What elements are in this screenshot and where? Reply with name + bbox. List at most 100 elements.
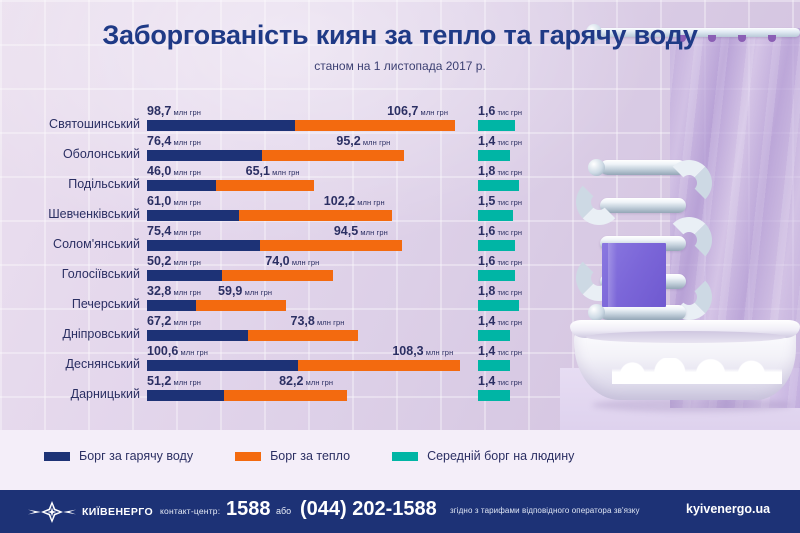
hot-water-debt-segment	[147, 150, 262, 161]
per-capita-unit: тис грн	[495, 198, 522, 207]
hot-water-debt-label: 51,2 млн грн	[147, 374, 201, 388]
per-capita-cell: 1,8 тис грн	[478, 164, 560, 194]
tariff-note: згідно з тарифами відповідного оператора…	[450, 506, 640, 515]
district-label: Подільський	[68, 177, 140, 191]
per-capita-bar	[478, 270, 515, 281]
chart-row: Дарницький 51,2 млн грн 82,2 млн грн 1,4 ти…	[0, 374, 560, 404]
heating-debt-segment	[222, 270, 334, 281]
per-capita-unit: тис грн	[495, 288, 522, 297]
hot-water-debt-segment	[147, 120, 296, 131]
page-subtitle: станом на 1 листопада 2017 р.	[314, 59, 486, 73]
hot-water-debt-label-unit: млн грн	[171, 108, 202, 117]
per-capita-unit: тис грн	[495, 318, 522, 327]
heating-debt-label-unit: млн грн	[269, 168, 300, 177]
hot-water-debt-segment	[147, 300, 197, 311]
heating-debt-label: 102,2 млн грн	[324, 194, 385, 208]
per-capita-label: 1,4 тис грн	[478, 374, 522, 388]
per-capita-cell: 1,4 тис грн	[478, 134, 560, 164]
per-capita-value: 1,8	[478, 164, 496, 178]
bath-foam	[612, 358, 782, 384]
heating-debt-label-value: 73,8	[290, 314, 315, 328]
heating-debt-label-unit: млн грн	[289, 258, 320, 267]
orange-swatch-icon	[235, 451, 262, 461]
heating-debt-label-unit: млн грн	[303, 378, 334, 387]
hot-water-debt-label-value: 61,0	[147, 194, 172, 208]
heating-debt-label-unit: млн грн	[423, 348, 454, 357]
per-capita-bar	[478, 240, 515, 251]
curtain-rod-cap-icon	[586, 24, 602, 41]
heating-debt-segment	[196, 300, 287, 311]
website-link[interactable]: kyivenergo.ua	[686, 502, 771, 516]
hot-water-debt-label-unit: млн грн	[171, 258, 202, 267]
legend-item: Середній борг на людину	[392, 449, 574, 463]
heating-debt-segment	[247, 330, 359, 341]
per-capita-bar	[478, 330, 511, 341]
hot-water-debt-label-value: 75,4	[147, 224, 172, 238]
per-capita-value: 1,4	[478, 134, 496, 148]
chart-row: Дніпровський 67,2 млн грн 73,8 млн грн 1,4 …	[0, 314, 560, 344]
legend-item: Борг за тепло	[235, 449, 350, 463]
per-capita-label: 1,6 тис грн	[478, 104, 522, 118]
hot-water-debt-label-value: 100,6	[147, 344, 179, 358]
kyivenergo-logo[interactable]: КИЇВЕНЕРГО	[26, 501, 153, 523]
per-capita-bar	[478, 180, 520, 191]
full-phone-number[interactable]: (044) 202-1588	[300, 498, 437, 520]
heating-debt-label: 82,2 млн грн	[279, 374, 333, 388]
curtain-ring-icon	[768, 35, 776, 42]
heating-debt-segment	[238, 210, 392, 221]
district-name-cell: Шевченківський	[10, 194, 140, 224]
legend-label: Борг за тепло	[270, 449, 351, 463]
per-capita-cell: 1,6 тис грн	[478, 254, 560, 284]
short-phone-number[interactable]: 1588	[226, 498, 271, 520]
district-label: Святошинський	[49, 117, 140, 131]
stacked-bar	[147, 180, 314, 191]
per-capita-label: 1,4 тис грн	[478, 134, 522, 148]
stacked-bar	[147, 390, 348, 401]
logo-wordmark: КИЇВЕНЕРГО	[82, 506, 154, 518]
district-name-cell: Дарницький	[10, 374, 140, 404]
heating-debt-label-value: 106,7	[387, 104, 419, 118]
hot-water-debt-segment	[147, 240, 261, 251]
per-capita-unit: тис грн	[495, 378, 522, 387]
stacked-bar	[147, 210, 392, 221]
hot-water-debt-segment	[147, 330, 248, 341]
legend-item: Борг за гарячу воду	[44, 449, 193, 463]
per-capita-label: 1,4 тис грн	[478, 344, 522, 358]
heating-debt-segment	[216, 180, 314, 191]
hot-water-debt-segment	[147, 390, 224, 401]
stacked-bar	[147, 120, 456, 131]
bathtub	[570, 320, 800, 415]
hot-water-debt-segment	[147, 270, 223, 281]
per-capita-label: 1,6 тис грн	[478, 254, 522, 268]
district-label: Дніпровський	[62, 327, 140, 341]
heating-debt-segment	[260, 240, 402, 251]
chart-row: Оболонський 76,4 млн грн 95,2 млн грн 1,4 т…	[0, 134, 560, 164]
hot-water-debt-label: 61,0 млн грн	[147, 194, 201, 208]
district-label: Печерський	[71, 297, 140, 311]
hot-water-debt-label: 46,0 млн грн	[147, 164, 201, 178]
heating-debt-label: 65,1 млн грн	[246, 164, 300, 178]
heating-debt-label-unit: млн грн	[242, 288, 273, 297]
per-capita-bar	[478, 300, 520, 311]
hot-water-debt-label-unit: млн грн	[171, 228, 202, 237]
per-capita-unit: тис грн	[495, 258, 522, 267]
district-name-cell: Голосіївський	[10, 254, 140, 284]
per-capita-unit: тис грн	[495, 108, 522, 117]
chart-row: Святошинський 98,7 млн грн 106,7 млн грн 1,…	[0, 104, 560, 134]
per-capita-bar	[478, 390, 511, 401]
heating-debt-label-unit: млн грн	[360, 138, 391, 147]
per-capita-label: 1,8 тис грн	[478, 284, 522, 298]
hot-water-debt-label-unit: млн грн	[171, 138, 202, 147]
hot-water-debt-label-value: 76,4	[147, 134, 172, 148]
per-capita-label: 1,8 тис грн	[478, 164, 522, 178]
heating-debt-segment	[223, 390, 348, 401]
per-capita-value: 1,4	[478, 374, 496, 388]
hot-water-debt-label-value: 32,8	[147, 284, 172, 298]
hot-water-debt-label-value: 98,7	[147, 104, 172, 118]
per-capita-bar	[478, 210, 513, 221]
hot-water-debt-label: 76,4 млн грн	[147, 134, 201, 148]
heating-debt-label-value: 59,9	[218, 284, 243, 298]
per-capita-bar	[478, 360, 511, 371]
per-capita-cell: 1,5 тис грн	[478, 194, 560, 224]
district-name-cell: Дніпровський	[10, 314, 140, 344]
